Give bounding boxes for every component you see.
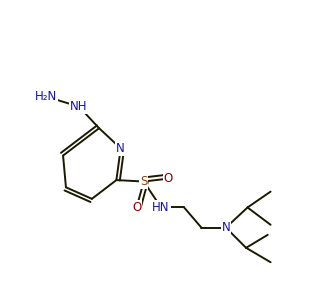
Text: N: N — [222, 221, 230, 234]
Text: N: N — [116, 142, 125, 155]
Text: H₂N: H₂N — [35, 90, 57, 103]
Text: NH: NH — [70, 100, 88, 113]
Text: S: S — [140, 175, 148, 188]
Text: HN: HN — [152, 201, 170, 214]
Text: O: O — [132, 201, 141, 214]
Text: O: O — [164, 172, 173, 185]
